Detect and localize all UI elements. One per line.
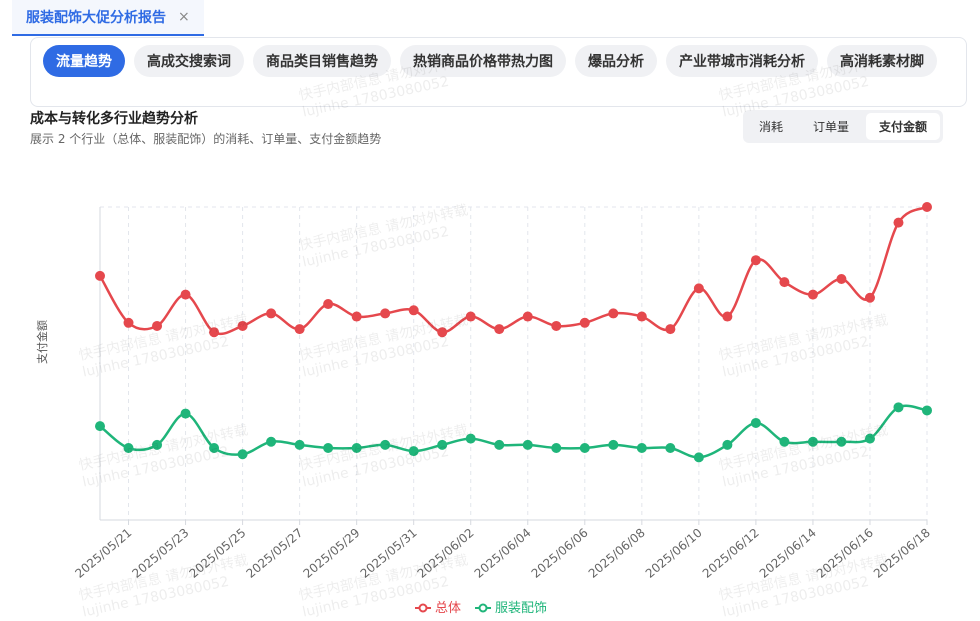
data-point <box>152 439 163 450</box>
data-point <box>636 311 647 322</box>
tab-close[interactable]: × <box>178 9 190 25</box>
data-point <box>836 273 847 284</box>
data-point <box>95 270 105 281</box>
data-point <box>323 443 334 454</box>
section-title: 成本与转化多行业趋势分析 <box>30 111 198 127</box>
data-point <box>380 308 391 319</box>
x-tick-label: 2025/06/10 <box>643 526 705 581</box>
data-point <box>494 324 505 335</box>
data-point <box>922 405 932 416</box>
data-point <box>864 433 875 444</box>
toggle-option[interactable]: 支付金额 <box>866 113 941 140</box>
x-tick-label: 2025/06/12 <box>700 526 762 581</box>
y-axis-label: 支付金额 <box>35 320 49 364</box>
data-point <box>465 433 476 444</box>
data-point <box>893 402 904 413</box>
toggle-option[interactable]: 订单量 <box>813 120 850 134</box>
data-point <box>408 305 419 316</box>
data-point <box>494 439 505 450</box>
data-point <box>209 443 220 454</box>
data-point <box>722 439 733 450</box>
nav-pill[interactable]: 产业带城市消耗分析 <box>666 45 818 77</box>
data-point <box>437 327 448 338</box>
data-point <box>722 311 733 322</box>
toggle: 消耗 订单量 支付金额 <box>743 110 944 143</box>
data-point <box>665 443 676 454</box>
data-point <box>608 439 619 450</box>
legend-label: 总体 <box>435 601 461 616</box>
data-point <box>266 436 277 447</box>
toggle-option[interactable]: 消耗 <box>759 120 784 134</box>
data-point <box>750 417 761 428</box>
data-point <box>551 443 562 454</box>
data-point <box>437 439 448 450</box>
x-tick-label: 2025/05/21 <box>72 526 134 581</box>
data-point <box>152 320 163 331</box>
legend-label: 服装配饰 <box>495 601 547 616</box>
data-point <box>750 255 761 266</box>
data-point <box>807 436 818 447</box>
data-point <box>294 439 305 450</box>
legend-marker <box>478 603 488 613</box>
data-point <box>836 436 847 447</box>
data-point <box>807 289 818 300</box>
data-point <box>522 439 533 450</box>
data-point <box>465 311 476 322</box>
data-point <box>123 443 134 454</box>
data-point <box>237 449 248 460</box>
nav-pill[interactable]: 高成交搜索词 <box>134 45 244 77</box>
data-point <box>95 421 105 432</box>
legend-marker <box>418 603 428 613</box>
data-point <box>323 299 334 310</box>
series-line <box>98 205 928 336</box>
nav: 流量趋势 高成交搜索词 商品类目销售趋势 热销商品价格带热力图 爆品分析 产业带城市消耗分… <box>31 38 966 84</box>
x-tick-label: 2025/05/27 <box>244 526 306 581</box>
x-tick-label: 2025/05/29 <box>301 526 363 581</box>
data-point <box>237 320 248 331</box>
data-point <box>864 292 875 303</box>
data-point <box>693 452 704 463</box>
data-point <box>922 202 932 212</box>
x-tick-label: 2025/06/08 <box>586 526 648 581</box>
data-point <box>579 443 590 454</box>
data-point <box>779 277 790 288</box>
data-point <box>636 443 647 454</box>
nav-card: 流量趋势 高成交搜索词 商品类目销售趋势 热销商品价格带热力图 爆品分析 产业带城市消耗分… <box>30 37 967 107</box>
x-tick-label: 2025/06/06 <box>529 526 591 581</box>
x-tick-label: 2025/06/04 <box>472 526 534 581</box>
data-point <box>180 408 191 419</box>
data-point <box>123 317 134 328</box>
nav-pill[interactable]: 商品类目销售趋势 <box>253 45 391 77</box>
data-point <box>522 311 533 322</box>
data-point <box>351 443 362 454</box>
data-point <box>665 324 676 335</box>
tab[interactable]: 服装配饰大促分析报告 × <box>12 0 204 36</box>
data-point <box>266 308 277 319</box>
tab-title: 服装配饰大促分析报告 <box>26 10 166 26</box>
data-point <box>209 327 220 338</box>
data-point <box>579 317 590 328</box>
data-point <box>294 324 305 335</box>
nav-pill[interactable]: 爆品分析 <box>575 45 657 77</box>
nav-pill[interactable]: 热销商品价格带热力图 <box>400 45 566 77</box>
data-point <box>608 308 619 319</box>
nav-pill[interactable]: 高消耗素材脚 <box>827 45 937 77</box>
data-point <box>180 289 191 300</box>
data-point <box>551 320 562 331</box>
data-point <box>408 446 419 457</box>
nav-pill[interactable]: 流量趋势 <box>43 45 125 77</box>
section-subtitle: 展示 2 个行业（总体、服装配饰）的消耗、订单量、支付金额趋势 <box>30 132 382 146</box>
data-point <box>893 217 904 228</box>
data-point <box>779 436 790 447</box>
data-point <box>693 283 704 294</box>
data-point <box>380 439 391 450</box>
data-point <box>351 311 362 322</box>
